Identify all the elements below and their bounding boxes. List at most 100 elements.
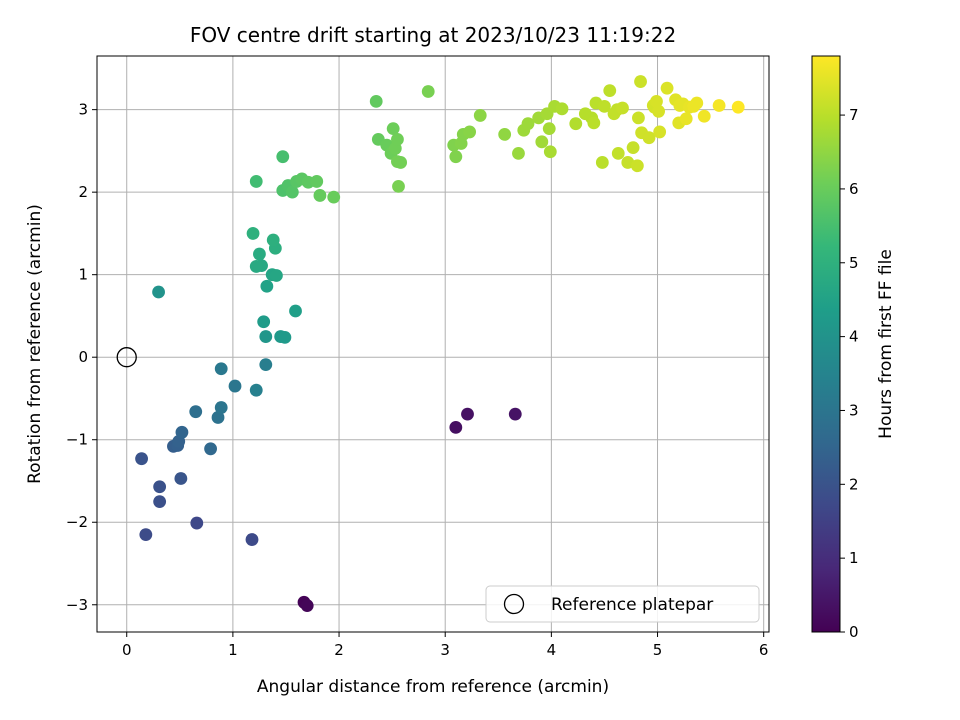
data-point	[587, 116, 601, 130]
plot-frame	[96, 55, 770, 633]
data-point	[175, 425, 189, 439]
colorbar-tick-label: 5	[849, 254, 859, 272]
data-point	[569, 117, 583, 131]
legend-label: Reference platepar	[551, 595, 713, 615]
data-point	[535, 135, 549, 149]
data-point	[278, 330, 292, 344]
data-point	[634, 75, 647, 88]
y-tick-label: −2	[66, 513, 88, 531]
data-point	[521, 117, 535, 131]
data-point	[190, 516, 204, 530]
data-point	[260, 279, 274, 293]
colorbar-tick-label: 4	[849, 328, 859, 346]
data-point	[276, 150, 290, 164]
data-point	[731, 100, 745, 114]
data-point	[690, 96, 704, 110]
data-point	[386, 122, 400, 136]
chart-title: FOV centre drift starting at 2023/10/23 …	[190, 23, 676, 47]
data-point	[391, 132, 404, 146]
data-point	[246, 227, 260, 240]
y-tick-label: −1	[66, 431, 88, 449]
data-point	[712, 99, 726, 112]
data-point	[153, 480, 167, 494]
x-tick-label: 4	[547, 641, 557, 659]
legend-box	[485, 585, 760, 623]
data-point	[697, 109, 711, 123]
data-point	[632, 111, 645, 125]
data-point	[394, 156, 408, 169]
data-point	[270, 269, 283, 282]
data-point	[603, 84, 617, 98]
data-points	[135, 75, 745, 612]
y-tick-label: 1	[78, 266, 88, 284]
y-axis-label: Rotation from reference (arcmin)	[25, 204, 45, 484]
data-point	[449, 420, 463, 434]
data-point	[289, 304, 302, 318]
data-point	[245, 533, 259, 546]
data-point	[266, 233, 280, 247]
data-point	[249, 260, 263, 273]
data-point	[259, 358, 273, 372]
colorbar-tick-label: 1	[849, 549, 859, 567]
reference-platepar-marker	[116, 347, 137, 368]
data-point	[249, 175, 263, 188]
data-point	[313, 189, 327, 202]
data-point	[555, 102, 569, 116]
data-point	[660, 81, 674, 95]
x-tick-label: 1	[228, 641, 238, 659]
data-point	[392, 179, 405, 193]
data-point	[473, 109, 487, 122]
data-point	[461, 407, 474, 421]
y-axis: −3 −2 −1 0 1 2 3	[66, 101, 97, 614]
colorbar-tick-label: 0	[849, 623, 859, 641]
data-point	[174, 472, 188, 485]
data-point	[253, 247, 266, 261]
data-point	[300, 599, 314, 612]
data-point	[598, 99, 611, 113]
data-point	[449, 150, 463, 164]
data-point	[616, 101, 629, 115]
data-point	[249, 383, 263, 397]
data-point	[369, 94, 383, 108]
legend: Reference platepar	[485, 585, 760, 623]
data-point	[152, 285, 165, 299]
data-point	[642, 131, 656, 145]
colorbar-label: Hours from first FF file	[876, 249, 896, 439]
data-point	[421, 85, 435, 98]
data-point	[214, 362, 228, 376]
data-point	[228, 379, 242, 393]
colorbar-gradient	[811, 55, 841, 633]
x-axis: 0 1 2 3 4 5 6	[122, 632, 769, 659]
data-point	[542, 122, 556, 136]
data-point	[135, 452, 148, 466]
y-tick-label: 3	[78, 101, 88, 119]
data-point	[626, 141, 640, 154]
grid	[97, 56, 769, 632]
legend-marker	[503, 593, 525, 615]
y-tick-label: 0	[78, 348, 88, 366]
x-tick-label: 3	[440, 641, 450, 659]
colorbar-tick-label: 3	[849, 401, 859, 419]
data-point	[310, 175, 324, 188]
x-tick-label: 6	[759, 641, 769, 659]
data-point	[508, 407, 522, 421]
data-point	[259, 330, 273, 343]
data-point	[214, 401, 228, 414]
data-point	[652, 104, 665, 118]
data-point	[653, 125, 667, 139]
x-tick-label: 2	[334, 641, 344, 659]
data-point	[595, 156, 609, 169]
data-point	[679, 112, 693, 126]
y-tick-label: −3	[66, 596, 88, 614]
data-point	[285, 185, 299, 199]
x-axis-label: Angular distance from reference (arcmin)	[257, 677, 609, 697]
colorbar-tick-label: 6	[849, 180, 859, 198]
y-tick-label: 2	[78, 183, 88, 201]
data-point	[463, 125, 477, 139]
data-point	[630, 159, 644, 173]
data-point	[139, 528, 153, 542]
data-point	[327, 190, 341, 204]
data-point	[650, 94, 663, 108]
data-point	[211, 411, 225, 424]
